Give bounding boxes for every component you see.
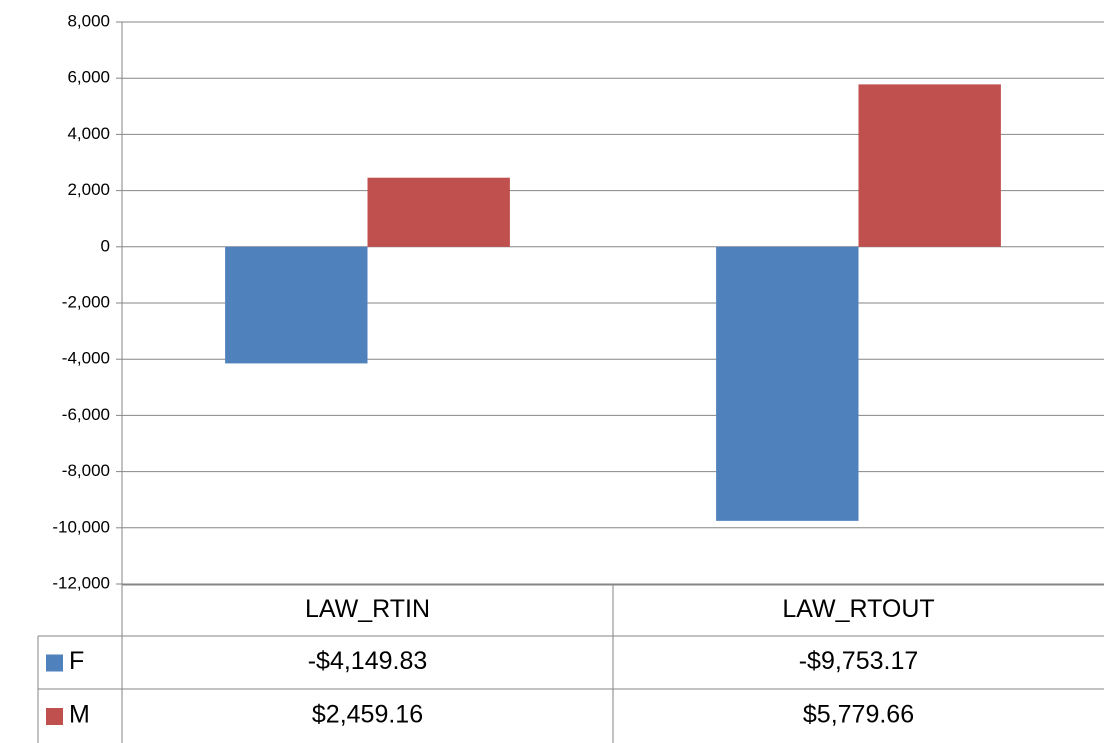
legend-key — [46, 654, 63, 672]
y-tick-label: 2,000 — [67, 180, 110, 199]
y-tick-label: 8,000 — [67, 11, 110, 30]
table-header: LAW_RTOUT — [782, 595, 934, 623]
bar — [858, 84, 1001, 247]
y-tick-label: -4,000 — [62, 349, 110, 368]
table-cell: -$9,753.17 — [799, 647, 919, 675]
y-tick-label: 0 — [101, 236, 110, 255]
y-tick-label: -6,000 — [62, 405, 110, 424]
y-tick-label: -8,000 — [62, 461, 110, 480]
table-cell: $2,459.16 — [312, 701, 423, 729]
y-tick-label: 4,000 — [67, 124, 110, 143]
table-header: LAW_RTIN — [305, 595, 430, 623]
legend-label: F — [69, 647, 84, 675]
bar — [367, 177, 510, 247]
bar — [225, 246, 368, 364]
table-cell: -$4,149.83 — [308, 647, 428, 675]
legend-label: M — [69, 701, 90, 729]
bar — [716, 246, 859, 521]
y-tick-label: 6,000 — [67, 68, 110, 87]
table-cell: $5,779.66 — [803, 701, 914, 729]
y-tick-label: -10,000 — [52, 517, 110, 536]
y-tick-label: -12,000 — [52, 573, 110, 592]
legend-key — [46, 708, 63, 725]
y-tick-label: -2,000 — [62, 292, 110, 311]
